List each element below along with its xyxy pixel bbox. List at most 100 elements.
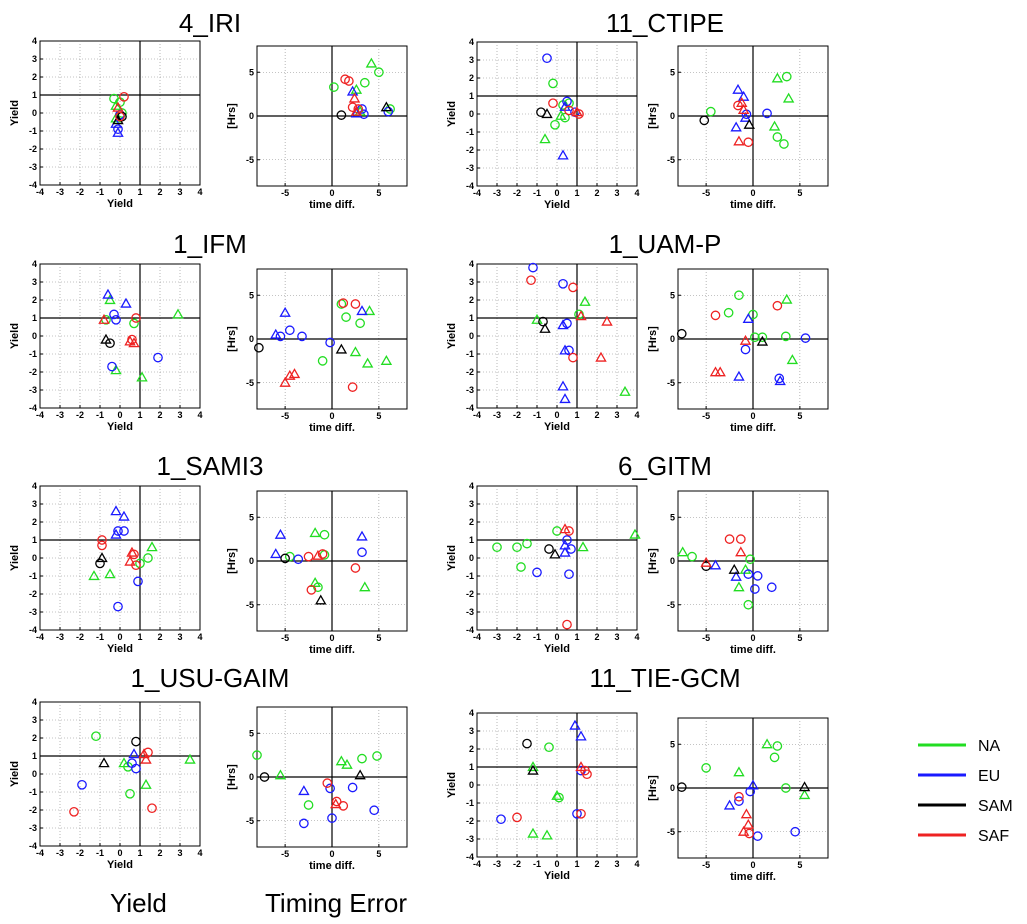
- x-tick-label: 5: [376, 411, 381, 421]
- data-point-saf-circle: [735, 534, 746, 544]
- data-point-saf-circle: [97, 535, 107, 545]
- y-tick-label: 5: [670, 739, 675, 749]
- data-point-na-circle: [374, 67, 384, 78]
- data-point-na-circle: [512, 542, 522, 553]
- data-point-na-circle: [319, 529, 330, 540]
- data-point-sam-triangle: [798, 781, 811, 792]
- y-tick-label: 1: [32, 313, 37, 323]
- x-tick-label: -4: [36, 632, 44, 642]
- x-tick-label: 2: [157, 632, 162, 642]
- x-tick-label: -4: [473, 632, 481, 642]
- x-tick-label: 3: [177, 410, 182, 420]
- data-point-saf-triangle: [126, 546, 138, 557]
- y-axis-label: [Hrs]: [226, 764, 238, 790]
- data-point-saf-triangle: [571, 106, 583, 117]
- data-point-eu-triangle: [575, 730, 587, 741]
- data-point-eu-triangle: [569, 719, 581, 730]
- data-point-na-triangle: [380, 354, 393, 365]
- panel-0: 4_IRI -4-4 -3 -3 -2 -2 -1 -1 0 0 1 1 2 2 3 3 4 4 Yield Yiel…: [9, 8, 408, 211]
- y-tick-label: 4: [32, 259, 37, 269]
- panel-title: 6_GITM: [618, 451, 712, 481]
- x-tick-label: 0: [117, 632, 122, 642]
- data-point-eu-circle: [383, 106, 394, 117]
- data-point-eu-circle: [562, 318, 572, 329]
- data-point-saf-triangle: [739, 334, 752, 345]
- y-tick-label: -4: [29, 403, 37, 413]
- data-point-saf-circle: [317, 549, 328, 559]
- panel-title: 1_UAM-P: [609, 229, 722, 259]
- data-point-eu-triangle: [120, 297, 132, 308]
- timing-plot-0: -5 -5 0 0 5 5 time diff. [Hrs]: [226, 45, 408, 211]
- y-tick-label: -2: [29, 805, 37, 815]
- y-tick-label: -4: [29, 180, 37, 190]
- panel-title: 4_IRI: [179, 8, 241, 38]
- y-tick-label: -3: [466, 607, 474, 617]
- data-point-eu-triangle: [110, 528, 122, 539]
- x-axis-label: time diff.: [730, 199, 776, 211]
- data-point-eu-triangle: [128, 748, 140, 759]
- data-point-na-circle: [779, 139, 789, 149]
- data-point-eu-circle: [133, 576, 143, 587]
- timing-plot-5: -5 -5 0 0 5 5 time diff. [Hrs]: [647, 490, 829, 656]
- data-point-na-triangle: [527, 761, 539, 772]
- data-point-eu-triangle: [557, 149, 569, 160]
- data-point-eu-triangle: [557, 319, 569, 330]
- data-point-na-triangle: [104, 294, 116, 305]
- y-tick-label: 3: [469, 726, 474, 736]
- data-point-saf-circle: [734, 791, 744, 802]
- x-tick-label: 1: [137, 410, 142, 420]
- x-tick-label: 1: [574, 632, 579, 642]
- data-point-saf-triangle: [737, 103, 750, 114]
- y-axis-label: Yield: [9, 100, 21, 126]
- data-point-na-circle: [522, 538, 532, 549]
- data-point-na-circle: [317, 356, 328, 366]
- y-tick-label: -3: [466, 385, 474, 395]
- data-point-saf-triangle: [128, 337, 140, 348]
- data-point-sam-triangle: [335, 343, 348, 354]
- x-tick-label: 3: [614, 188, 619, 198]
- data-point-na-triangle: [349, 346, 362, 357]
- y-tick-label: -3: [466, 163, 474, 173]
- x-tick-label: 2: [157, 410, 162, 420]
- data-point-na-circle: [554, 792, 564, 803]
- y-tick-label: -3: [29, 162, 37, 172]
- data-point-eu-circle: [496, 814, 506, 825]
- data-point-saf-circle: [710, 310, 721, 321]
- y-tick-label: 5: [670, 512, 675, 522]
- y-tick-label: -3: [29, 607, 37, 617]
- data-point-eu-circle: [564, 569, 574, 580]
- data-point-na-circle: [143, 553, 153, 563]
- data-point-eu-triangle: [709, 559, 722, 570]
- y-tick-label: -5: [667, 827, 675, 837]
- data-point-saf-circle: [576, 808, 586, 819]
- y-tick-label: 0: [249, 772, 254, 782]
- x-tick-label: 2: [594, 410, 599, 420]
- data-point-na-circle: [516, 562, 526, 572]
- y-tick-label: 4: [32, 36, 37, 46]
- x-tick-label: 5: [376, 849, 381, 859]
- data-point-na-circle: [125, 788, 135, 799]
- x-tick-label: 5: [797, 860, 802, 870]
- x-tick-label: -2: [513, 410, 521, 420]
- x-tick-label: -3: [493, 632, 501, 642]
- panel-title: 1_IFM: [173, 229, 247, 259]
- x-tick-label: -2: [513, 632, 521, 642]
- x-tick-label: 5: [797, 633, 802, 643]
- y-tick-label: 3: [32, 715, 37, 725]
- y-tick-label: -5: [667, 378, 675, 388]
- x-tick-label: 3: [177, 632, 182, 642]
- data-point-na-circle: [548, 78, 558, 89]
- data-point-saf-circle: [548, 98, 558, 109]
- x-tick-label: 0: [329, 188, 334, 198]
- footer-timing-error-label: Timing Error: [265, 888, 407, 918]
- data-point-sam-triangle: [728, 563, 740, 574]
- data-point-saf-circle: [743, 137, 754, 148]
- yield-plot-5: -4-4 -3 -3 -2 -2 -1 -1 0 0 1 1 2 2 3 3 4 4 Yield Yield: [446, 481, 641, 655]
- y-tick-label: 3: [469, 277, 474, 287]
- data-point-eu-circle: [297, 331, 307, 342]
- data-point-sam-triangle: [549, 548, 561, 559]
- panel-title: 1_SAMI3: [157, 451, 264, 481]
- data-point-na-triangle: [361, 357, 374, 368]
- data-point-saf-circle: [119, 91, 129, 102]
- data-point-na-triangle: [786, 354, 799, 365]
